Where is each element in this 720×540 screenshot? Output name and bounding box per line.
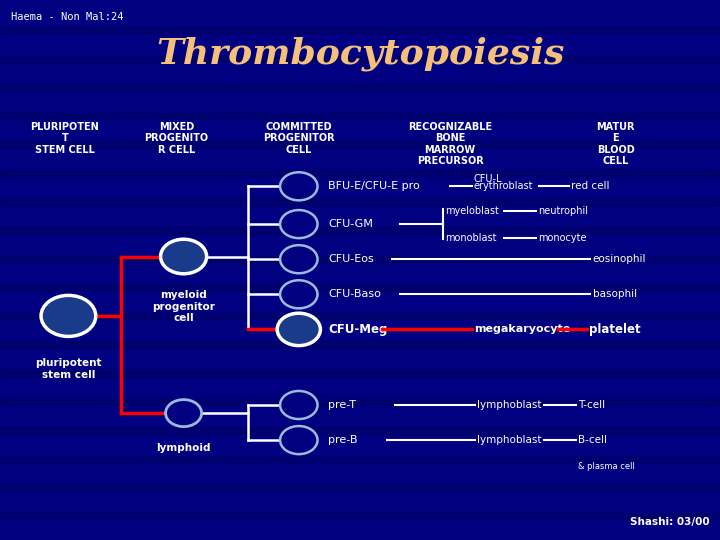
Bar [0,313,720,319]
Text: myeloid
progenitor
cell: myeloid progenitor cell [152,290,215,323]
Text: Thrombocytopoiesis: Thrombocytopoiesis [156,37,564,71]
Circle shape [166,400,202,427]
Text: platelet: platelet [589,323,641,336]
Circle shape [41,295,96,336]
Text: T-cell: T-cell [578,400,606,410]
Bar [0,199,720,205]
Bar [0,256,720,262]
Text: MIXED
PROGENITO
R CELL: MIXED PROGENITO R CELL [144,122,209,154]
Text: pre-B: pre-B [328,435,358,445]
Bar [0,56,720,62]
Text: BFU-E/CFU-E pro: BFU-E/CFU-E pro [328,181,420,191]
Text: lymphoblast: lymphoblast [477,435,541,445]
Bar [0,84,720,91]
Text: pre-T: pre-T [328,400,356,410]
Text: lymphoid: lymphoid [156,443,211,453]
Bar [0,341,720,348]
Text: red cell: red cell [571,181,609,191]
Text: lymphoblast: lymphoblast [477,400,541,410]
Text: Shashi: 03/00: Shashi: 03/00 [629,516,709,526]
Text: megakaryocyte: megakaryocyte [474,325,570,334]
Text: pluripotent
stem cell: pluripotent stem cell [35,358,102,380]
Text: CFU-GM: CFU-GM [328,219,373,229]
Bar [0,27,720,33]
Text: MATUR
E
BLOOD
CELL: MATUR E BLOOD CELL [596,122,635,166]
Text: neutrophil: neutrophil [539,206,588,215]
Bar [0,227,720,234]
Text: COMMITTED
PROGENITOR
CELL: COMMITTED PROGENITOR CELL [263,122,335,154]
Text: B-cell: B-cell [578,435,607,445]
Bar [0,370,720,376]
Bar [0,170,720,177]
Text: monoblast: monoblast [445,233,497,242]
Text: PLURIPOTEN
T
STEM CELL: PLURIPOTEN T STEM CELL [30,122,99,154]
Circle shape [161,239,207,274]
Circle shape [280,172,318,200]
Text: CFU-Eos: CFU-Eos [328,254,374,264]
Bar [0,113,720,119]
Circle shape [277,313,320,346]
Text: myeloblast: myeloblast [445,206,499,215]
Bar [0,484,720,491]
Circle shape [280,426,318,454]
Bar [0,141,720,148]
Text: & plasma cell: & plasma cell [578,462,635,470]
Bar [0,399,720,405]
Text: CFU-Meg: CFU-Meg [328,323,387,336]
Text: CFU-Baso: CFU-Baso [328,289,381,299]
Text: Haema - Non Mal:24: Haema - Non Mal:24 [11,12,123,22]
Circle shape [280,210,318,238]
Text: RECOGNIZABLE
BONE
MARROW
PRECURSOR: RECOGNIZABLE BONE MARROW PRECURSOR [408,122,492,166]
Circle shape [280,245,318,273]
Circle shape [280,280,318,308]
Text: basophil: basophil [593,289,636,299]
Text: monocyte: monocyte [539,233,587,242]
Circle shape [280,391,318,419]
Text: CFU-L: CFU-L [473,173,502,184]
Bar [0,284,720,291]
Text: eosinophil: eosinophil [593,254,646,264]
Bar [0,427,720,434]
Bar [0,513,720,519]
Bar [0,456,720,462]
Text: erythroblast: erythroblast [473,181,533,191]
